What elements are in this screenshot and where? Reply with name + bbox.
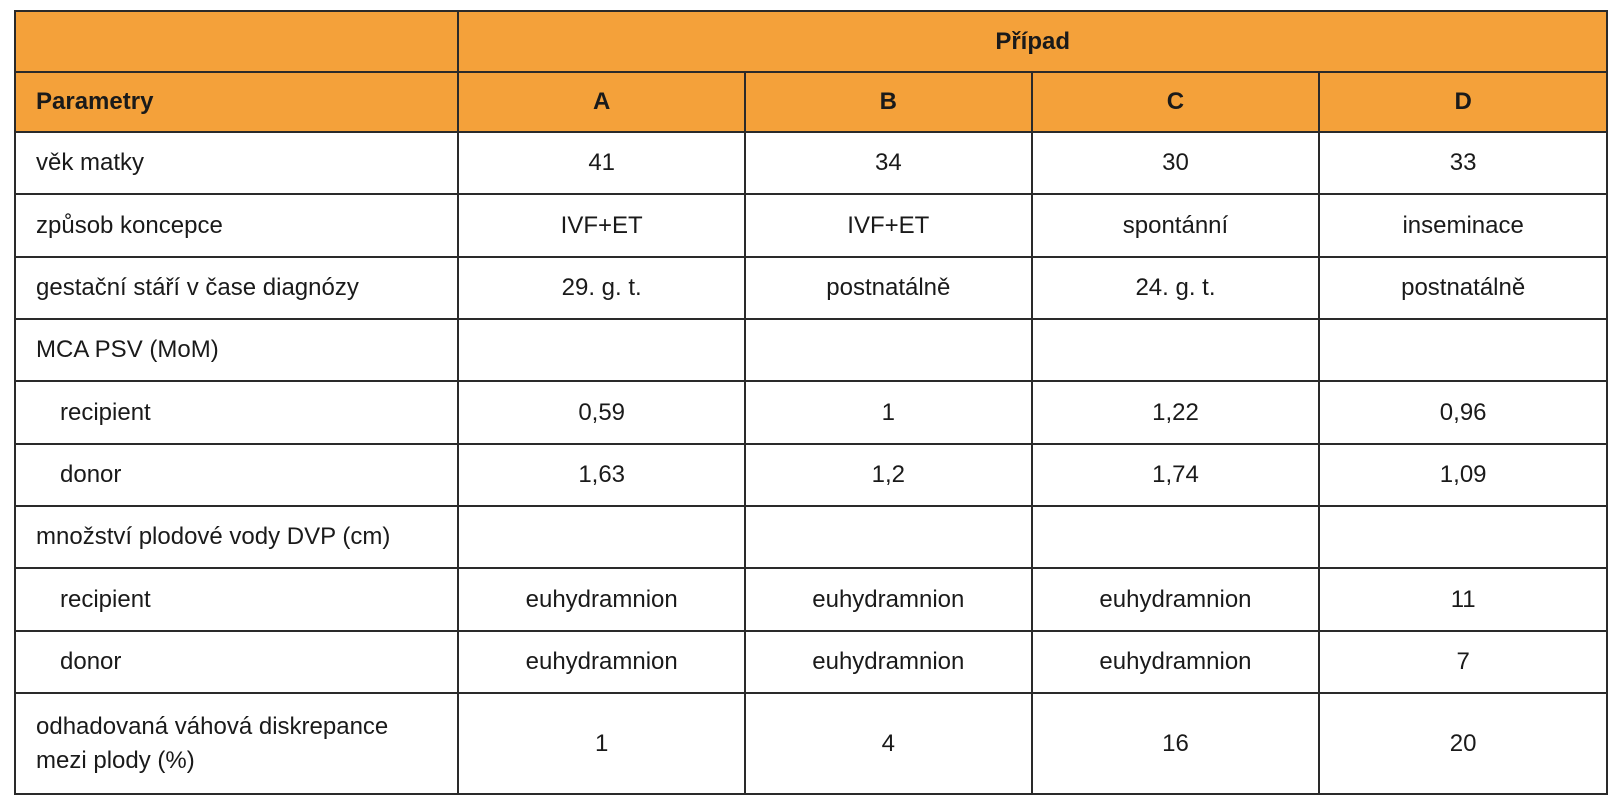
cell-c: 16 xyxy=(1030,692,1321,795)
table-row: recipient euhydramnion euhydramnion euhy… xyxy=(13,567,1608,632)
row-label: věk matky xyxy=(13,130,460,196)
cell-a: 0,59 xyxy=(457,380,746,445)
case-header-c: C xyxy=(1030,71,1321,133)
row-label: množství plodové vody DVP (cm) xyxy=(13,505,460,570)
cell-b: 4 xyxy=(744,692,1033,795)
row-label: odhadovaná váhová diskrepance mezi plody … xyxy=(13,692,460,795)
case-header-b: B xyxy=(744,71,1033,133)
header-row-group: Případ xyxy=(13,10,1608,73)
cell-d: 20 xyxy=(1318,692,1608,795)
cell-d: 0,96 xyxy=(1318,380,1608,445)
parameters-table: Případ Parametry A B C D věk matky 41 34… xyxy=(13,10,1608,795)
cell-c: 24. g. t. xyxy=(1030,255,1321,321)
cell-b: postnatálně xyxy=(744,255,1033,321)
cell-d xyxy=(1318,318,1608,383)
header-row-cases: Parametry A B C D xyxy=(13,71,1608,133)
table-row: donor euhydramnion euhydramnion euhydram… xyxy=(13,629,1608,695)
case-header-a: A xyxy=(457,71,746,133)
table-row: věk matky 41 34 30 33 xyxy=(13,130,1608,196)
cell-d xyxy=(1318,505,1608,570)
table-row: gestační stáří v čase diagnózy 29. g. t.… xyxy=(13,255,1608,321)
table-row: donor 1,63 1,2 1,74 1,09 xyxy=(13,442,1608,508)
cell-c: euhydramnion xyxy=(1030,567,1321,632)
cell-a: 1 xyxy=(457,692,746,795)
cell-d: postnatálně xyxy=(1318,255,1608,321)
cell-b: 1,2 xyxy=(744,442,1033,508)
cell-b: euhydramnion xyxy=(744,567,1033,632)
table-row: způsob koncepce IVF+ET IVF+ET spontánní … xyxy=(13,193,1608,258)
table-row: MCA PSV (MoM) xyxy=(13,318,1608,383)
cell-d: inseminace xyxy=(1318,193,1608,258)
cell-a: IVF+ET xyxy=(457,193,746,258)
header-empty-cell xyxy=(13,10,460,73)
table-row: odhadovaná váhová diskrepance mezi plody … xyxy=(13,692,1608,795)
cell-c: 30 xyxy=(1030,130,1321,196)
table-row: recipient 0,59 1 1,22 0,96 xyxy=(13,380,1608,445)
cell-a: 29. g. t. xyxy=(457,255,746,321)
row-label: způsob koncepce xyxy=(13,193,460,258)
cell-a xyxy=(457,505,746,570)
cell-d: 33 xyxy=(1318,130,1608,196)
cell-a: euhydramnion xyxy=(457,629,746,695)
cell-b: IVF+ET xyxy=(744,193,1033,258)
cell-d: 7 xyxy=(1318,629,1608,695)
cell-c: spontánní xyxy=(1030,193,1321,258)
parameters-header: Parametry xyxy=(13,71,460,133)
row-label-line2: mezi plody (%) xyxy=(36,746,195,774)
cell-a: 1,63 xyxy=(457,442,746,508)
case-header-d: D xyxy=(1318,71,1608,133)
row-label: donor xyxy=(13,629,460,695)
cell-c xyxy=(1030,505,1321,570)
cell-b: 1 xyxy=(744,380,1033,445)
cell-b: euhydramnion xyxy=(744,629,1033,695)
row-label-line1: odhadovaná váhová diskrepance xyxy=(36,712,389,740)
cell-b xyxy=(744,505,1033,570)
cell-d: 11 xyxy=(1318,567,1608,632)
cell-c: 1,74 xyxy=(1030,442,1321,508)
row-label: recipient xyxy=(13,380,460,445)
cell-a: euhydramnion xyxy=(457,567,746,632)
cell-c: euhydramnion xyxy=(1030,629,1321,695)
row-label: MCA PSV (MoM) xyxy=(13,318,460,383)
cell-d: 1,09 xyxy=(1318,442,1608,508)
row-label: recipient xyxy=(13,567,460,632)
cell-b xyxy=(744,318,1033,383)
cell-c: 1,22 xyxy=(1030,380,1321,445)
cell-a xyxy=(457,318,746,383)
cell-c xyxy=(1030,318,1321,383)
row-label: donor xyxy=(13,442,460,508)
cell-b: 34 xyxy=(744,130,1033,196)
case-group-header: Případ xyxy=(457,10,1608,73)
cell-a: 41 xyxy=(457,130,746,196)
row-label: gestační stáří v čase diagnózy xyxy=(13,255,460,321)
table-row: množství plodové vody DVP (cm) xyxy=(13,505,1608,570)
